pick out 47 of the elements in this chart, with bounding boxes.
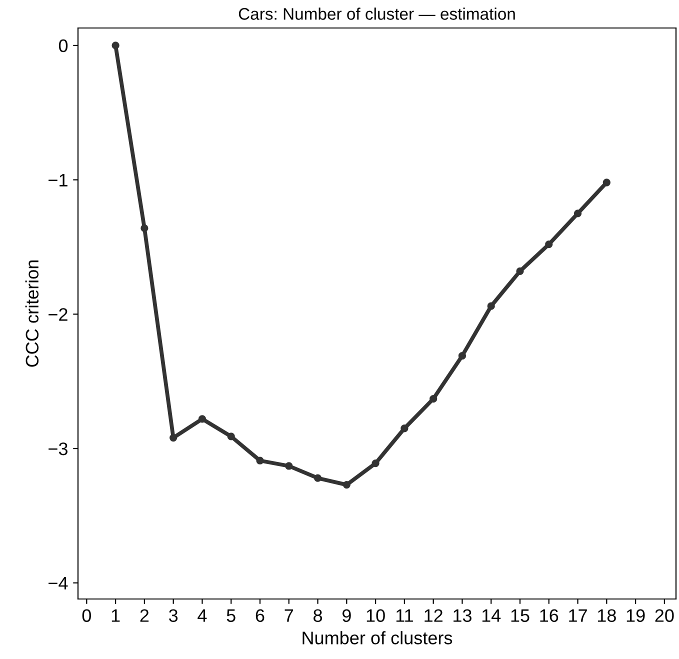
x-tick-label: 6 [256, 609, 264, 622]
x-tick-label: 0 [82, 609, 91, 622]
x-tick-label: 13 [454, 609, 472, 622]
point [342, 480, 350, 489]
y-axis-title: CCC criterion [25, 260, 39, 367]
x-tick-label: 14 [482, 609, 501, 622]
x-tick-label: 3 [169, 609, 178, 622]
point [430, 394, 438, 403]
x-axis-title: Number of clusters [302, 631, 452, 644]
x-tick-label: 19 [626, 609, 645, 622]
point [227, 432, 235, 440]
x-tick-label: 16 [540, 609, 558, 622]
x-tick-label: 8 [314, 609, 322, 622]
point [314, 474, 322, 482]
point [372, 459, 380, 468]
x-tick-label: 11 [396, 609, 413, 622]
x-tick-label: 4 [198, 609, 207, 622]
point [400, 424, 408, 432]
y-tick-label: −4 [48, 577, 68, 590]
point [602, 178, 610, 186]
y-tick-label: −3 [48, 442, 68, 456]
point [545, 240, 553, 248]
point [112, 42, 120, 50]
x-tick-label: 1 [112, 609, 120, 622]
y-tick-label: −1 [48, 174, 68, 186]
point [487, 302, 495, 310]
x-tick-label: 2 [140, 609, 149, 622]
point [285, 462, 293, 470]
x-tick-label: 9 [342, 609, 351, 622]
x-tick-label: 5 [226, 609, 236, 622]
x-tick-label: 7 [284, 609, 294, 622]
x-tick-label: 15 [511, 609, 530, 622]
x-tick-label: 17 [569, 609, 587, 622]
chart-title: Cars: Number of cluster — estimation [238, 8, 515, 20]
point [574, 210, 582, 218]
y-tick-label: −2 [48, 308, 68, 321]
point [170, 434, 178, 442]
x-tick-label: 12 [424, 609, 442, 622]
point [198, 415, 206, 423]
y-tick-label: 0 [58, 39, 68, 52]
x-tick-label: 20 [655, 609, 674, 622]
point [140, 224, 148, 232]
x-tick-label: 18 [598, 609, 616, 622]
point [516, 267, 524, 275]
point [458, 352, 466, 360]
x-tick-label: 10 [366, 609, 385, 622]
point [256, 456, 264, 464]
